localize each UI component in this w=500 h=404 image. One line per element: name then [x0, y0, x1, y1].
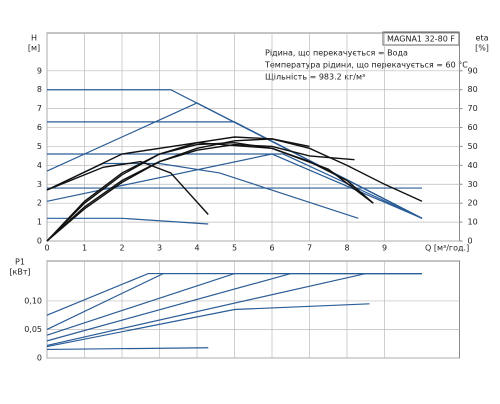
curve	[46, 347, 209, 351]
y2-tick-label: 90	[468, 66, 478, 75]
y-axis-label: P1	[15, 258, 25, 267]
chart-title: MAGNA1 32-80 F	[387, 35, 455, 44]
y-axis-unit: [кВт]	[9, 268, 30, 277]
y-tick-label: 0	[37, 237, 42, 246]
y2-tick-label: 60	[468, 123, 478, 132]
y-tick-label: 1	[37, 218, 42, 227]
x-tick-label: 7	[307, 244, 312, 253]
x-tick-label: 4	[194, 244, 199, 253]
curve	[46, 141, 374, 242]
curve	[46, 272, 422, 347]
annotation: Температура рідини, що перекачується = 6…	[264, 61, 468, 70]
y-tick-label: 0	[37, 354, 42, 363]
plot-frame	[46, 260, 460, 359]
y2-tick-label: 50	[468, 142, 478, 151]
annotation: Щільність = 983.2 кг/м³	[265, 73, 365, 82]
x-tick-label: 5	[232, 244, 237, 253]
y-tick-label: 3	[37, 180, 42, 189]
x-tick-label: 0	[44, 244, 49, 253]
x-tick-label: 3	[157, 244, 162, 253]
y2-tick-label: 80	[468, 85, 478, 94]
y-tick-label: 8	[37, 85, 42, 94]
x-axis-label: Q [м³/год.]	[425, 244, 469, 253]
x-tick-label: 2	[119, 244, 124, 253]
curve	[46, 160, 209, 215]
y2-tick-label: 70	[468, 104, 478, 113]
y-tick-label: 0,10	[24, 296, 42, 305]
y-tick-label: 4	[37, 161, 42, 170]
x-tick-label: 6	[269, 244, 274, 253]
y-tick-label: 7	[37, 104, 42, 113]
y-tick-label: 2	[37, 199, 42, 208]
y2-axis-unit: [%]	[475, 44, 489, 53]
x-tick-label: 8	[344, 244, 349, 253]
curve	[46, 303, 370, 348]
annotation: Рідина, що перекачується = Вода	[265, 49, 408, 58]
y2-tick-label: 40	[468, 161, 478, 170]
curve	[46, 143, 355, 242]
y-axis-label: H	[31, 34, 37, 43]
curve	[46, 136, 423, 242]
y-tick-label: 0,05	[24, 325, 42, 334]
x-tick-label: 9	[382, 244, 387, 253]
y-tick-label: 9	[37, 66, 42, 75]
curve	[46, 153, 423, 219]
curve	[46, 138, 310, 242]
y2-tick-label: 10	[468, 218, 478, 227]
y2-axis-label: eta	[476, 34, 489, 43]
y2-tick-label: 20	[468, 199, 478, 208]
x-tick-label: 1	[82, 244, 87, 253]
y2-tick-label: 30	[468, 180, 478, 189]
y-axis-unit: [м]	[28, 44, 40, 53]
y2-tick-label: 0	[468, 237, 473, 246]
y-tick-label: 6	[37, 123, 42, 132]
y-tick-label: 5	[37, 142, 42, 151]
